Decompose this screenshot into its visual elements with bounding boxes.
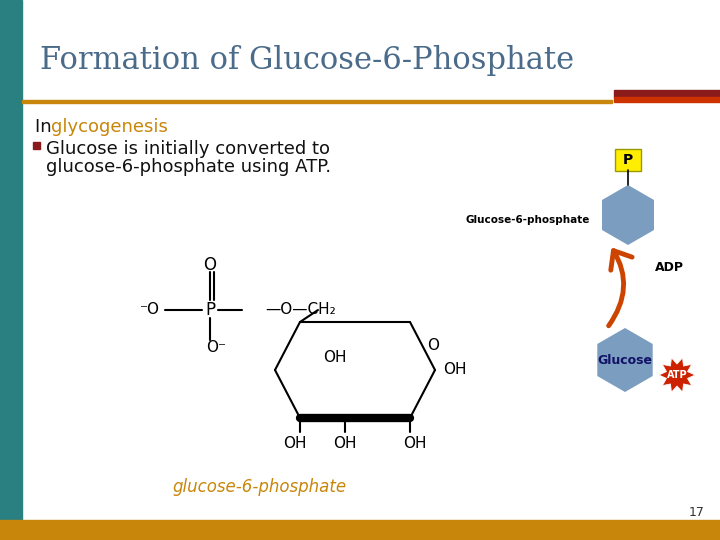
Text: OH: OH: [323, 350, 347, 366]
Text: glucose-6-phosphate using ATP.: glucose-6-phosphate using ATP.: [46, 158, 331, 176]
Text: In: In: [35, 118, 58, 136]
Text: Glucose-6-phosphate: Glucose-6-phosphate: [466, 215, 590, 225]
Text: OH: OH: [333, 436, 356, 451]
Bar: [33, 142, 40, 149]
Text: glycogenesis: glycogenesis: [51, 118, 168, 136]
Text: P: P: [623, 153, 633, 167]
Text: ⁻O: ⁻O: [140, 302, 160, 318]
Text: P: P: [205, 301, 215, 319]
Text: glucose-6-phosphate: glucose-6-phosphate: [173, 478, 347, 496]
Text: O: O: [204, 256, 217, 274]
Bar: [614, 97, 720, 102]
Bar: [614, 90, 720, 97]
Polygon shape: [602, 185, 654, 245]
Polygon shape: [659, 358, 695, 392]
Text: Formation of Glucose-6-Phosphate: Formation of Glucose-6-Phosphate: [40, 44, 574, 76]
Text: OH: OH: [443, 362, 467, 377]
Text: 17: 17: [689, 505, 705, 518]
FancyArrowPatch shape: [608, 251, 632, 326]
Text: O: O: [428, 339, 439, 354]
Text: Glucose is initially converted to: Glucose is initially converted to: [46, 140, 330, 158]
Text: —O—CH₂: —O—CH₂: [265, 302, 336, 318]
Text: O⁻: O⁻: [206, 341, 226, 355]
Text: Glucose: Glucose: [598, 354, 652, 367]
FancyBboxPatch shape: [615, 149, 641, 171]
Text: ATP: ATP: [667, 370, 688, 380]
Text: OH: OH: [403, 436, 427, 451]
Bar: [0, 520, 720, 540]
Bar: [22, 100, 612, 103]
Polygon shape: [598, 328, 653, 392]
Bar: [0, 0, 22, 540]
Text: OH: OH: [283, 436, 307, 451]
Text: ADP: ADP: [655, 261, 684, 274]
